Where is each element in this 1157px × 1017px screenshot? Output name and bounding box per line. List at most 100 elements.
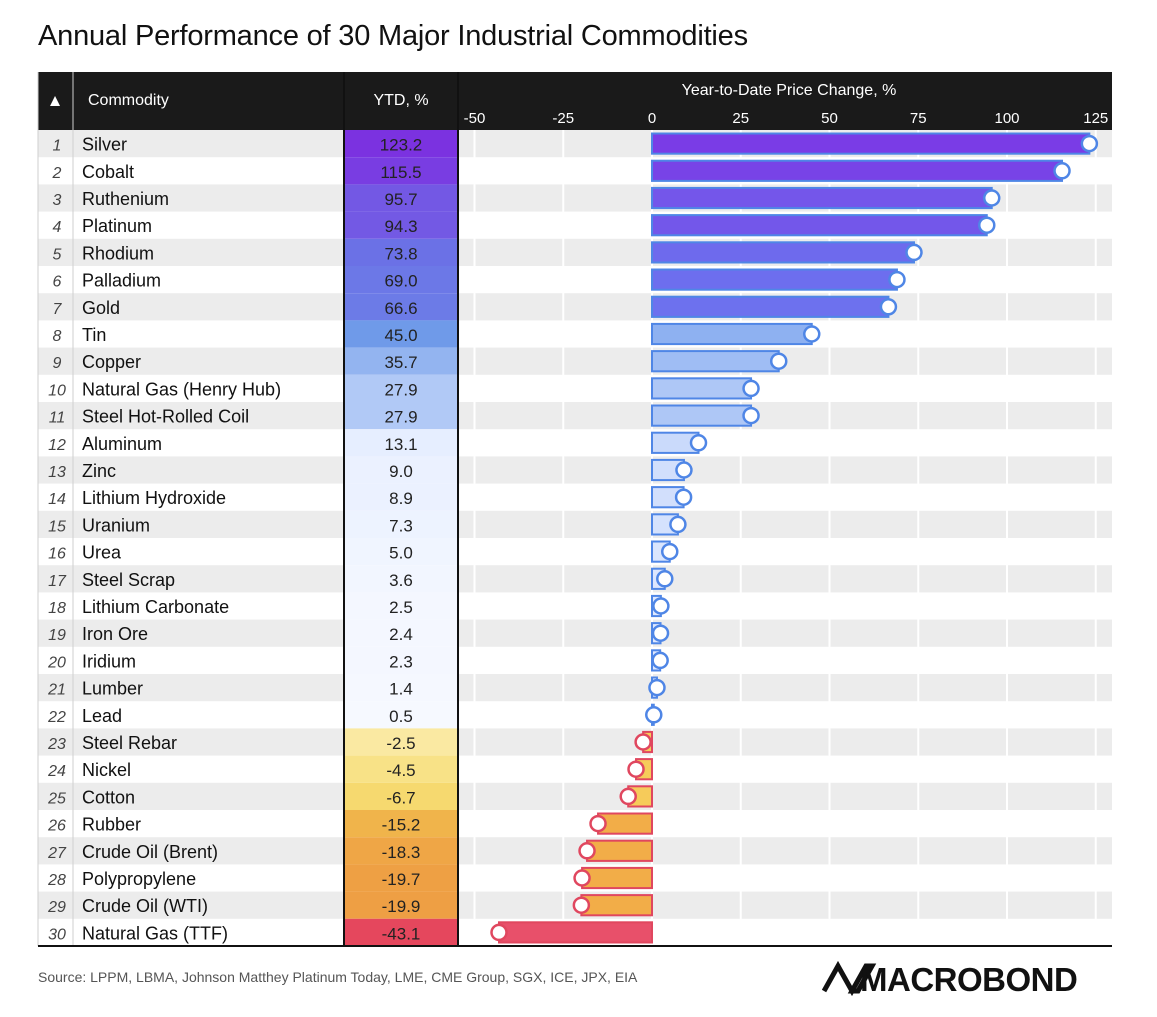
row-rank: 20 [47, 654, 66, 671]
row-rank: 23 [47, 736, 66, 753]
ytd-cell [344, 483, 458, 511]
bar-end-marker [879, 298, 898, 316]
ytd-value: 115.5 [380, 163, 421, 182]
row-background [38, 184, 344, 212]
bar [651, 322, 813, 346]
bar-end-marker [573, 869, 591, 887]
row-background [458, 510, 1112, 538]
bar [651, 377, 753, 400]
commodity-name: Steel Scrap [82, 570, 175, 590]
row-background [38, 728, 344, 756]
row-rank: 16 [48, 546, 66, 563]
row-background [38, 782, 344, 810]
row-background [38, 238, 344, 266]
ytd-cell [344, 674, 458, 702]
ytd-cell [344, 619, 458, 647]
row-background [458, 619, 1112, 647]
source-note: Source: LPPM, LBMA, Johnson Matthey Plat… [38, 969, 638, 985]
commodity-name: Rhodium [82, 243, 154, 263]
commodity-name: Copper [82, 352, 141, 372]
row-rank: 11 [49, 410, 66, 427]
ytd-cell [344, 864, 458, 892]
x-tick-label: 100 [994, 110, 1019, 127]
commodity-name: Steel Hot-Rolled Coil [82, 407, 249, 427]
ytd-cell [344, 755, 458, 783]
row-rank: 18 [48, 600, 66, 617]
ytd-value: 1.4 [389, 680, 413, 699]
bar-end-marker [769, 352, 788, 370]
row-background [38, 674, 344, 702]
row-rank: 5 [53, 246, 62, 263]
row-rank: 14 [48, 491, 66, 508]
bar [651, 214, 988, 237]
ytd-value: -4.5 [386, 761, 415, 780]
bar-end-marker [978, 216, 996, 234]
ytd-value: -15.2 [382, 816, 421, 835]
ytd-value: 2.4 [389, 625, 413, 644]
ytd-value: 66.6 [384, 299, 417, 318]
ytd-cell [344, 456, 458, 484]
row-background [458, 782, 1112, 810]
row-background [458, 456, 1112, 484]
ytd-cell [344, 701, 458, 729]
bar-end-marker [572, 896, 591, 914]
commodity-name: Silver [82, 135, 127, 155]
commodity-name: Cotton [82, 787, 135, 807]
bar [581, 866, 653, 890]
x-tick-label: 0 [648, 110, 656, 127]
ytd-cell [344, 728, 458, 756]
ytd-cell [344, 320, 458, 348]
row-rank: 26 [47, 818, 66, 835]
ytd-cell [344, 157, 458, 185]
row-background [38, 619, 344, 647]
bar [651, 159, 1064, 182]
ytd-value: -2.5 [386, 734, 415, 753]
sort-ascending-icon: ▲ [47, 91, 64, 110]
row-rank: 25 [47, 790, 66, 807]
commodity-name: Iron Ore [82, 624, 148, 644]
row-rank: 27 [47, 845, 67, 862]
row-rank: 2 [52, 165, 62, 182]
row-rank: 19 [48, 627, 66, 644]
commodity-name: Ruthenium [82, 189, 169, 209]
row-background [458, 728, 1112, 756]
ytd-value: 27.9 [384, 408, 417, 427]
ytd-value: 13.1 [384, 435, 417, 454]
ytd-value: 69.0 [384, 272, 417, 291]
commodity-name: Tin [82, 325, 106, 345]
ytd-value: 8.9 [389, 489, 413, 508]
bar-end-marker [645, 706, 663, 724]
ytd-cell [344, 402, 458, 430]
row-background [458, 891, 1112, 919]
commodity-name: Crude Oil (Brent) [82, 842, 218, 862]
ytd-value: -19.9 [382, 897, 421, 916]
ytd-value: 35.7 [384, 353, 417, 372]
ytd-value: 7.3 [389, 516, 413, 535]
ytd-value: 2.3 [389, 652, 413, 671]
row-rank: 7 [53, 301, 63, 318]
x-tick-label: -50 [464, 110, 486, 127]
row-rank: 28 [47, 872, 66, 889]
column-header-ytd: YTD, % [373, 92, 428, 109]
row-rank: 9 [53, 355, 62, 372]
ytd-cell [344, 646, 458, 674]
bar-end-marker [578, 842, 596, 860]
ytd-value: 2.5 [389, 598, 413, 617]
commodity-name: Rubber [82, 815, 141, 835]
x-tick-label: 75 [910, 110, 927, 127]
ytd-value: -6.7 [386, 788, 415, 807]
row-rank: 4 [53, 219, 62, 236]
commodity-name: Palladium [82, 271, 161, 291]
bar [586, 839, 653, 862]
x-tick-label: -25 [552, 110, 574, 127]
ytd-cell [344, 592, 458, 620]
row-background [458, 837, 1112, 865]
row-rank: 29 [47, 899, 66, 916]
x-tick-label: 25 [732, 110, 749, 127]
bar-end-marker [742, 406, 760, 425]
ytd-cell [344, 238, 458, 266]
row-background [38, 293, 344, 321]
row-background [458, 402, 1112, 430]
bar-end-marker [1080, 134, 1099, 153]
